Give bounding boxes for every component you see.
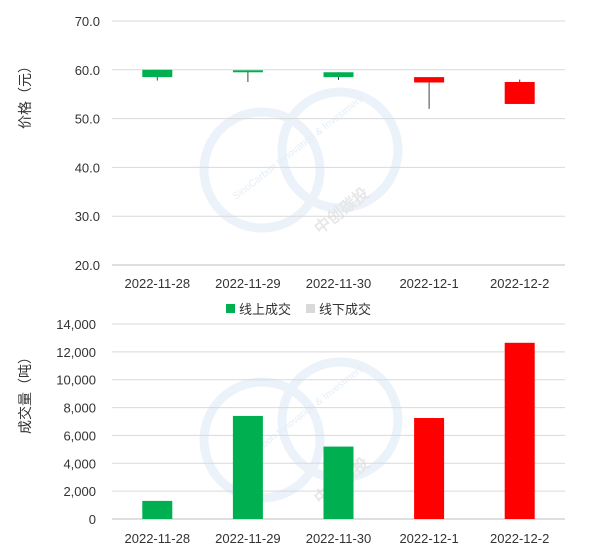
volume-bar (232, 415, 263, 519)
price-x-tick-label: 2022-12-2 (490, 276, 549, 291)
volume-y-tick-label: 0 (89, 512, 96, 527)
volume-y-tick-label: 8,000 (63, 401, 96, 416)
volume-x-tick-label: 2022-12-1 (399, 531, 458, 546)
legend-swatch-online (226, 304, 235, 313)
price-x-tick-label: 2022-11-30 (306, 276, 372, 291)
legend-label-offline: 线下成交 (319, 302, 371, 317)
price-chart: 20.030.040.050.060.070.0 2022-11-28 2022-… (17, 14, 565, 291)
price-y-tick-label: 30.0 (75, 209, 100, 224)
volume-y-tick-label: 4,000 (63, 456, 96, 471)
price-x-axis: 2022-11-28 2022-11-29 2022-11-30 2022-12-1 2… (125, 276, 550, 291)
price-y-tick-label: 20.0 (75, 258, 100, 273)
legend: 线上成交 线下成交 (226, 302, 371, 317)
price-y-tick-label: 70.0 (75, 14, 100, 29)
watermark-ring (277, 87, 403, 213)
volume-y-axis-label: 成交量（吨） (17, 350, 33, 434)
volume-x-tick-label: 2022-12-2 (490, 531, 549, 546)
price-x-tick-label: 2022-11-29 (215, 276, 281, 291)
candle-body (323, 72, 354, 78)
candle-body (142, 69, 173, 78)
candle-body (414, 77, 445, 83)
volume-y-tick-label: 2,000 (63, 484, 96, 499)
volume-bar (504, 342, 535, 519)
price-y-tick-label: 40.0 (75, 160, 100, 175)
volume-x-axis: 2022-11-28 2022-11-29 2022-11-30 2022-12-1 2… (125, 531, 550, 546)
volume-bar (414, 418, 445, 519)
price-y-axis-label: 价格（元） (17, 59, 33, 129)
legend-label-online: 线上成交 (239, 302, 291, 317)
volume-y-tick-label: 12,000 (56, 345, 96, 360)
price-x-tick-label: 2022-11-28 (125, 276, 191, 291)
volume-bar (142, 500, 173, 519)
price-y-tick-label: 50.0 (75, 112, 100, 127)
price-y-tick-label: 60.0 (75, 63, 100, 78)
candle-body (232, 70, 263, 73)
volume-bars (142, 342, 535, 519)
legend-swatch-offline (306, 304, 315, 313)
volume-y-tick-label: 14,000 (56, 317, 96, 332)
price-y-axis: 20.0 30.0 40.0 50.0 60.0 70.0 (75, 14, 100, 273)
price-grid (112, 20, 565, 266)
volume-x-tick-label: 2022-11-29 (215, 531, 281, 546)
volume-chart: 02,0004,0006,0008,00010,00012,00014,000 … (17, 317, 565, 546)
volume-bar (323, 446, 354, 519)
price-candles (142, 69, 535, 109)
price-x-tick-label: 2022-12-1 (399, 276, 458, 291)
volume-y-axis: 0 2,000 4,000 6,000 8,000 10,000 12,000 14,000 (56, 317, 96, 527)
volume-y-tick-label: 6,000 (63, 428, 96, 443)
volume-y-tick-label: 10,000 (56, 373, 96, 388)
volume-x-tick-label: 2022-11-30 (306, 531, 372, 546)
candle-body (504, 82, 535, 104)
volume-x-tick-label: 2022-11-28 (125, 531, 191, 546)
watermark-ring (199, 107, 325, 233)
